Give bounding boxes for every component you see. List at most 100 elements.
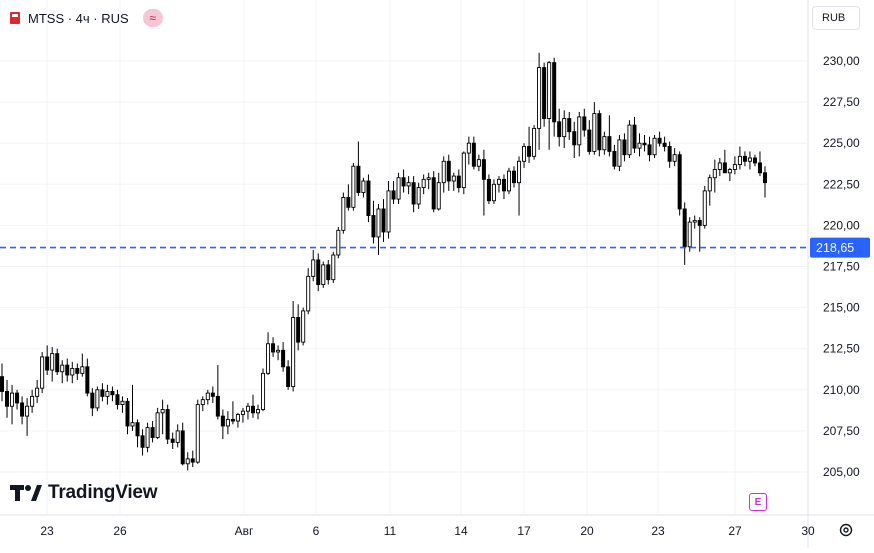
candle-body-up [30, 395, 35, 407]
candle [657, 131, 662, 147]
candle-body-up [80, 366, 85, 374]
candle-body-up [130, 422, 135, 427]
candle [55, 348, 60, 376]
candle-body-up [637, 142, 642, 149]
candle [506, 167, 511, 195]
candle [371, 200, 376, 244]
candle [170, 432, 175, 449]
candle [225, 411, 230, 435]
symbol-title[interactable]: MTSS · 4ч · RUS [28, 10, 129, 26]
tradingview-logo[interactable]: TradingView [10, 482, 158, 504]
candle [155, 407, 160, 440]
candle-body-down [401, 177, 406, 187]
candle [386, 181, 391, 239]
candle [592, 102, 597, 155]
y-tick-label: 205,00 [823, 465, 860, 479]
candle [612, 144, 617, 170]
candle [461, 151, 466, 195]
candle [356, 141, 361, 196]
candle-body-up [652, 137, 657, 156]
candle-body-down [366, 180, 371, 216]
candle-body-up [537, 67, 542, 129]
candle-body-up [692, 220, 697, 223]
candle [632, 116, 637, 154]
candle [557, 108, 562, 147]
y-tick-label: 210,00 [823, 383, 860, 397]
candle [331, 251, 336, 283]
candle [476, 154, 481, 172]
currency-button[interactable]: RUB [812, 6, 860, 30]
candle [491, 179, 496, 205]
candle [481, 149, 486, 216]
candle-body-down [632, 124, 637, 149]
candle [316, 253, 321, 292]
candle-body-up [451, 175, 456, 182]
candle-body-up [291, 317, 296, 387]
candle [647, 136, 652, 162]
candle [747, 151, 752, 170]
candle [240, 407, 245, 423]
candle [692, 215, 697, 229]
candle-body-down [20, 402, 25, 417]
settings-icon[interactable] [838, 522, 854, 538]
candle [210, 386, 215, 403]
candle [627, 120, 632, 158]
candle [45, 345, 50, 376]
candle [577, 111, 582, 157]
candle-body-up [702, 190, 707, 226]
candle-body-down [180, 430, 185, 465]
candle-body-down [326, 264, 331, 281]
candle [381, 199, 386, 242]
candle [40, 351, 45, 394]
candle-body-up [50, 353, 55, 371]
candle-body-up [406, 182, 411, 187]
candle [501, 174, 506, 200]
candle-body-down [150, 427, 155, 438]
candle [281, 342, 286, 372]
candle [757, 151, 762, 177]
candle-body-up [155, 412, 160, 438]
candle [436, 172, 441, 211]
compare-icon[interactable]: ≈ [142, 9, 163, 27]
candle-body-down [657, 137, 662, 144]
candle [276, 345, 281, 361]
candle [366, 174, 371, 223]
candle [346, 184, 351, 211]
candle-body-up [160, 409, 165, 414]
candle [391, 181, 396, 205]
candle-body-down [65, 364, 70, 376]
candle [451, 172, 456, 191]
candle [406, 176, 411, 195]
candle [677, 151, 682, 216]
candle [130, 384, 135, 431]
candle [727, 167, 732, 182]
candle-body-up [416, 187, 421, 205]
candle [110, 386, 115, 402]
candle-body-down [371, 215, 376, 238]
price-label-bg [810, 237, 870, 258]
candle [567, 111, 572, 140]
candle [140, 429, 145, 456]
candle [120, 396, 125, 413]
candle [311, 250, 316, 282]
candle [30, 389, 35, 413]
candle [376, 204, 381, 255]
candle-body-down [0, 376, 5, 392]
candle [416, 182, 421, 209]
candle-body-down [190, 458, 195, 463]
earnings-icon[interactable]: E [749, 493, 767, 511]
candle-body-down [742, 155, 747, 162]
y-tick-label: 227,50 [823, 95, 860, 109]
candle-body-up [266, 343, 271, 374]
candle-body-up [60, 364, 65, 373]
candle-body-down [662, 142, 667, 147]
candle [682, 202, 687, 265]
candle-body-down [471, 142, 476, 167]
x-tick-label: 11 [384, 524, 397, 538]
candle-body-up [301, 310, 306, 343]
candle [35, 379, 40, 403]
price-axis[interactable]: 205,00 207,50 210,00 212,50 215,00 217,50 220,… [823, 54, 860, 479]
time-axis[interactable]: 23 26 Авг 6 11 14 17 20 23 27 30 [40, 524, 815, 538]
